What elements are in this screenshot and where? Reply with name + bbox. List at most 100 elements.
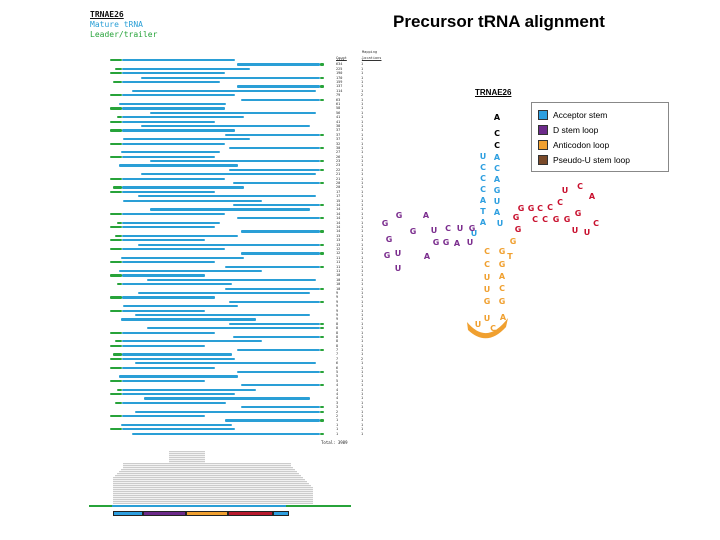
read-mapping-locations: 1 (361, 242, 364, 247)
nucleotide-t_loop: U (584, 228, 591, 237)
domain-acceptor-5 (113, 511, 143, 516)
read-sequence (241, 230, 320, 233)
read-row: 10 1 (110, 282, 370, 286)
read-count: 170 (336, 75, 343, 80)
read-row: 20 1 (110, 181, 370, 185)
read-leader-segment (117, 388, 122, 391)
read-sequence (233, 204, 320, 207)
read-sequence (122, 340, 262, 343)
read-row: 14 1 (110, 225, 370, 229)
read-mapping-locations: 1 (361, 185, 364, 190)
read-mapping-locations: 1 (361, 150, 364, 155)
page-title: Precursor tRNA alignment (393, 12, 605, 31)
read-sequence (122, 357, 235, 361)
read-count: 37 (336, 128, 341, 133)
read-count: 8 (336, 326, 339, 331)
nucleotide-anticodon: C (484, 247, 490, 256)
read-leader-segment (110, 309, 122, 312)
read-sequence (229, 322, 320, 325)
read-sequence (225, 287, 320, 290)
read-row: 10 1 (110, 273, 370, 277)
read-row: 32 1 (110, 142, 370, 146)
read-row: 37 1 (110, 137, 370, 141)
nucleotide-anticodon: U (484, 314, 491, 323)
read-sequence (121, 151, 220, 154)
read-sequence (119, 164, 238, 167)
read-mapping-locations: 1 (361, 348, 364, 353)
read-mapping-locations: 1 (361, 405, 364, 410)
nucleotide-acceptor: U (494, 197, 501, 206)
reference-sequence (89, 505, 351, 507)
read-row: 14 1 (110, 203, 370, 207)
read-count: 9 (336, 295, 339, 300)
read-count: 190 (336, 71, 343, 76)
read-count: 41 (336, 115, 341, 120)
read-count: 58 (336, 106, 341, 111)
read-mapping-locations: 1 (361, 167, 364, 172)
read-leader-segment (110, 274, 122, 277)
legend-anticodon-loop: Anticodon loop (538, 139, 666, 151)
read-leader-segment (117, 221, 122, 224)
read-mapping-locations: 1 (361, 264, 364, 269)
read-mapping-locations: 1 (361, 251, 364, 256)
legend-acceptor-stem: Acceptor stem (538, 109, 666, 121)
read-row: 170 1 (110, 76, 370, 80)
read-sequence (122, 116, 244, 119)
read-sequence (122, 129, 235, 132)
read-sequence (122, 239, 205, 242)
domain-bar (113, 511, 289, 516)
nucleotide-acceptor: U (497, 219, 504, 228)
read-count: 114 (336, 88, 343, 93)
read-trailer-segment (320, 243, 324, 246)
read-count: 56 (336, 110, 341, 115)
read-sequence (132, 89, 316, 92)
read-count: 5 (336, 374, 339, 379)
nucleotide-t_loop: C (577, 182, 583, 191)
read-sequence (122, 142, 225, 145)
read-row: 26 1 (110, 155, 370, 159)
read-mapping-locations: 1 (361, 343, 364, 348)
nucleotide-t_loop: U (572, 226, 579, 235)
read-mapping-locations: 1 (361, 317, 364, 322)
read-leader-segment (115, 401, 122, 405)
read-count: 14 (336, 211, 341, 216)
nucleotide-anticodon: G (499, 260, 506, 269)
locations-column-header: locations (362, 56, 382, 60)
read-leader-segment (110, 59, 122, 62)
read-mapping-locations: 1 (361, 225, 364, 230)
read-row: 14 1 (110, 207, 370, 211)
nucleotide-t_loop: G (513, 213, 520, 222)
read-row: 14 1 (110, 216, 370, 220)
read-count: 8 (336, 334, 339, 339)
read-row: 11 1 (110, 269, 370, 273)
read-sequence (122, 331, 215, 334)
legend-label: D stem loop (553, 125, 599, 135)
read-sequence (135, 313, 310, 317)
read-row: 114 1 (110, 89, 370, 93)
read-leader-segment (110, 261, 122, 264)
read-leader-segment (115, 67, 122, 70)
read-mapping-locations: 1 (361, 110, 364, 115)
read-mapping-locations: 1 (361, 194, 364, 199)
read-row: 137 1 (110, 84, 370, 88)
read-sequence (122, 261, 215, 264)
read-sequence (241, 98, 320, 101)
read-row: 17 1 (110, 190, 370, 194)
read-mapping-locations: 1 (361, 352, 364, 357)
nucleotide-d_loop: G (433, 238, 440, 247)
read-count: 9 (336, 308, 339, 313)
read-row: 13 1 (110, 234, 370, 238)
read-sequence (229, 300, 320, 303)
read-row: 20 1 (110, 185, 370, 189)
read-row: 13 1 (110, 243, 370, 247)
read-count: 61 (336, 101, 341, 106)
